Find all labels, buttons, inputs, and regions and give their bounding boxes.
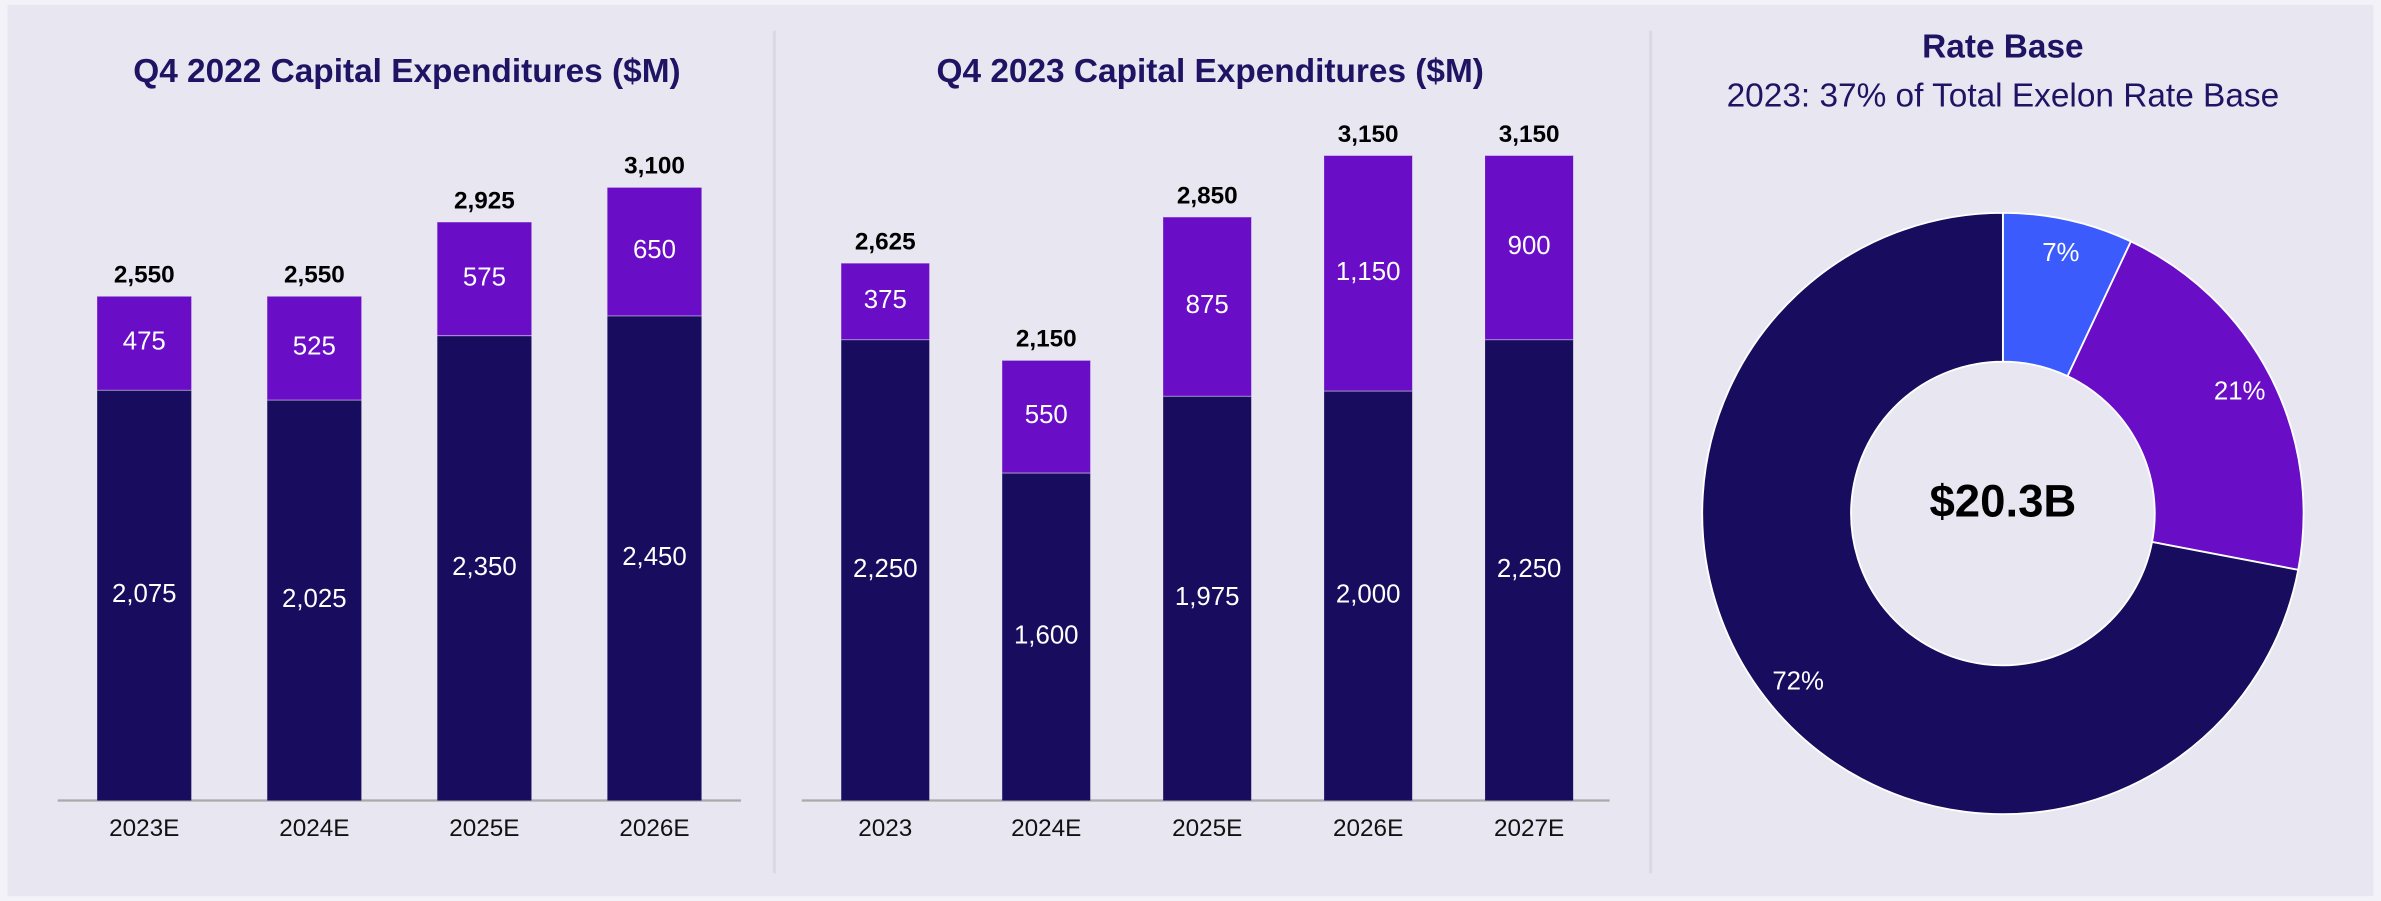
bar-segment [1163,216,1252,396]
data-label: 2,350 [452,553,517,581]
total-label: 2,625 [855,228,916,255]
bar-segment [841,262,930,340]
bar-segment [437,335,532,801]
data-label: 21% [2214,378,2266,406]
total-label: 2,150 [1016,326,1077,353]
x-tick-label: 2023E [109,815,179,842]
data-label: 2,450 [622,543,687,571]
bar-segment [1324,390,1413,801]
bar-segment [1163,395,1252,801]
bar-segment [841,339,930,801]
chart-title: Q4 2022 Capital Expenditures ($M) [133,53,680,90]
data-label: 1,600 [1014,621,1079,649]
data-label: 2,250 [853,555,918,583]
center-label: $20.3B [1929,475,2076,526]
x-tick-label: 2026E [1333,815,1403,842]
bar-segment [1485,155,1574,340]
chart-title: Rate Base [1922,29,2083,66]
data-label: 1,150 [1336,258,1401,286]
x-tick-label: 2025E [449,815,519,842]
x-tick-label: 2023 [858,815,912,842]
total-label: 3,150 [1338,121,1399,148]
x-tick-label: 2027E [1494,815,1564,842]
bar-segment [1002,472,1091,801]
data-label: 2,075 [112,580,177,608]
donut-slice [1701,211,2300,816]
bar-segment [267,399,362,801]
data-label: 875 [1186,291,1229,319]
bar-segment [97,389,192,801]
data-label: 900 [1508,232,1551,260]
x-tick-label: 2024E [279,815,349,842]
data-label: 2,250 [1497,555,1562,583]
data-label: 550 [1025,401,1068,429]
bar-segment [437,221,532,336]
total-label: 2,550 [114,262,175,289]
data-label: 650 [633,236,676,264]
donut-slice [2066,240,2305,571]
data-label: 525 [293,333,336,361]
data-label: 1,975 [1175,583,1240,611]
bar-segment [267,295,362,400]
chart-title: Q4 2023 Capital Expenditures ($M) [937,53,1484,90]
x-tick-label: 2025E [1172,815,1242,842]
x-tick-label: 2026E [619,815,689,842]
bar-segment [607,187,702,316]
data-label: 7% [2042,239,2079,267]
data-label: 2,000 [1336,580,1401,608]
data-label: 375 [864,286,907,314]
chart-subtitle: 2023: 37% of Total Exelon Rate Base [1727,77,2280,114]
data-label: 475 [123,328,166,356]
total-label: 3,100 [624,153,685,180]
bar-segment [607,315,702,801]
total-label: 3,150 [1499,121,1560,148]
bar-segment [1485,339,1574,801]
bar-segment [1002,360,1091,473]
total-label: 2,925 [454,187,515,214]
total-label: 2,550 [284,262,345,289]
data-label: 575 [463,263,506,291]
bar-segment [1324,155,1413,391]
data-label: 2,025 [282,585,347,613]
total-label: 2,850 [1177,182,1238,209]
bar-segment [97,295,192,390]
data-label: 72% [1772,668,1824,696]
x-tick-label: 2024E [1011,815,1081,842]
